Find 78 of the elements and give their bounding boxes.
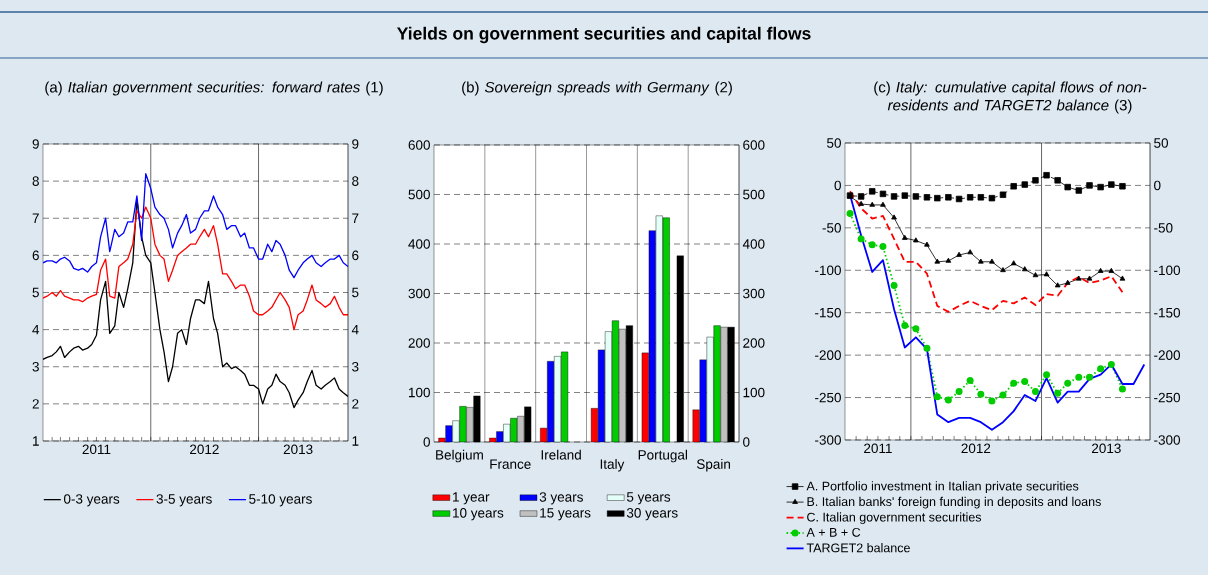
x-tick-label: 2013: [283, 444, 313, 455]
y2-tick-label: 8: [352, 176, 359, 186]
y2-tick-label: 500: [743, 189, 765, 200]
y2-tick-label: 0: [743, 437, 750, 447]
y-tick-label: -100: [815, 265, 841, 276]
legend-label: 3 years: [539, 492, 583, 505]
x-tick-label: 2011: [82, 444, 111, 455]
y-tick-label: -150: [815, 307, 841, 318]
chart-subtitle: (c) Italy: cumulative capital flows of non-residents and TARGET2 balance (3): [874, 81, 1147, 114]
x-tick-label: Spain: [696, 458, 730, 472]
y-tick-label: 9: [32, 139, 39, 149]
x-tick-label: France: [490, 459, 531, 469]
y-tick-label: 50: [827, 138, 841, 148]
y2-tick-label: 0: [1154, 180, 1161, 191]
y2-tick-label: -50: [1154, 223, 1173, 233]
y-tick-label: -250: [815, 392, 841, 403]
y-tick-label: -200: [815, 350, 841, 360]
y-tick-label: 200: [408, 338, 430, 348]
y-tick-label: 5: [32, 287, 39, 298]
y-tick-label: 7: [32, 213, 39, 223]
y2-tick-label: 300: [743, 288, 765, 299]
x-tick-label: Portugal: [638, 449, 687, 463]
legend-label: TARGET2 balance: [806, 543, 910, 553]
legend-label: 30 years: [626, 508, 678, 521]
y-tick-label: 4: [32, 324, 40, 335]
x-tick-label: 2011: [864, 443, 892, 454]
y2-tick-label: 9: [352, 139, 359, 149]
y2-tick-label: 1: [352, 436, 359, 446]
x-tick-label: 2012: [190, 444, 219, 455]
legend-label: 1 year: [453, 492, 490, 505]
y-tick-label: 500: [408, 189, 430, 200]
chart-subtitle: (b) Sovereign spreads with Germany (2): [462, 81, 732, 96]
y2-tick-label: 2: [352, 399, 359, 409]
y-tick-label: 100: [409, 387, 430, 398]
legend-label: 10 years: [453, 508, 504, 521]
y-tick-label: 3: [32, 361, 39, 372]
chart-subtitle: (a) Italian government securities: forward rates (1): [45, 81, 383, 96]
y-tick-label: 300: [408, 288, 430, 299]
legend-label: A. Portfolio investment in Italian private securities: [806, 481, 1079, 493]
y-tick-label: 600: [408, 140, 430, 150]
y2-tick-label: -300: [1154, 435, 1181, 445]
y2-tick-label: -250: [1154, 392, 1181, 403]
y2-tick-label: 5: [352, 287, 359, 298]
y2-tick-label: 200: [743, 338, 765, 348]
y2-tick-label: 600: [743, 140, 765, 150]
chart-title: Yields on government securities and capital flows: [397, 26, 811, 44]
legend-label: 3-5 years: [156, 494, 212, 507]
y-tick-label: -50: [822, 223, 841, 233]
y2-tick-label: -150: [1154, 307, 1181, 318]
legend-label: 5 years: [626, 492, 671, 505]
y2-tick-label: 4: [351, 324, 359, 335]
y-tick-label: 0: [423, 437, 430, 447]
y2-tick-label: 7: [352, 213, 359, 223]
y2-tick-label: 3: [352, 361, 359, 372]
legend-label: 5-10 years: [249, 494, 312, 507]
y-tick-label: 6: [32, 250, 39, 261]
x-tick-label: Belgium: [436, 449, 483, 463]
x-tick-label: 2013: [1092, 443, 1121, 454]
y2-tick-label: 400: [742, 239, 765, 249]
x-tick-label: Ireland: [541, 449, 581, 460]
y2-tick-label: -100: [1154, 265, 1181, 276]
legend-label: B. Italian banks' foreign funding in deposits and loans: [807, 496, 1101, 509]
y2-tick-label: 100: [743, 387, 765, 398]
legend-label: 15 years: [540, 508, 591, 521]
legend-label: 0-3 years: [63, 494, 120, 507]
y-tick-label: -300: [815, 435, 841, 445]
x-tick-label: Italy: [600, 458, 625, 472]
y-tick-label: 8: [32, 176, 39, 186]
x-tick-label: 2012: [961, 443, 991, 454]
legend-label: C. Italian government securities: [807, 512, 982, 525]
y-tick-label: 400: [408, 239, 430, 249]
y-tick-label: 0: [834, 180, 841, 191]
y2-tick-label: 6: [352, 250, 359, 261]
y2-tick-label: 50: [1154, 138, 1169, 148]
legend-label: A + B + C: [806, 527, 861, 537]
y-tick-label: 2: [32, 399, 39, 409]
y-tick-label: 1: [33, 436, 39, 446]
y2-tick-label: -200: [1154, 350, 1181, 360]
